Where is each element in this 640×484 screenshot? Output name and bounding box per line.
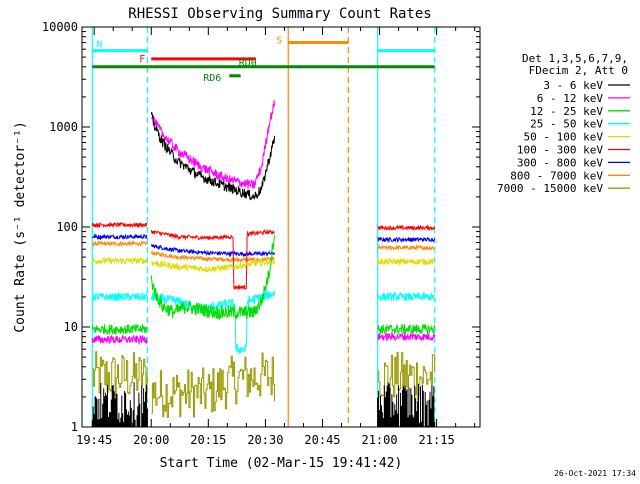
series-800-7000-kev-segment-3 [377, 243, 435, 252]
flag-label-rd6: RD6 [203, 73, 221, 84]
legend-label-12-25-kev: 12 - 25 keV [530, 105, 603, 118]
flag-bar-s: S [276, 35, 349, 46]
legend: Det 1,3,5,6,7,9,FDecim 2, Att 0 3 - 6 keV… [497, 52, 630, 195]
series-100-300-kev-segment-1 [91, 221, 148, 229]
x-axis-label: Start Time (02-Mar-15 19:41:42) [160, 456, 403, 471]
series-6-12-kev-segment-1 [91, 334, 148, 345]
series-25-50-kev [91, 290, 435, 355]
x-tick-label: 20:45 [304, 433, 340, 447]
chart-title: RHESSI Observing Summary Count Rates [128, 6, 431, 22]
legend-label-6-12-kev: 6 - 12 keV [537, 92, 604, 105]
series-12-25-kev-segment-1 [91, 323, 148, 336]
x-tick-label: 20:00 [133, 433, 169, 447]
series-7000-15000-kev-segment-2 [151, 352, 275, 418]
series-3-6-kev-segment-3 [377, 382, 436, 427]
series-3-6-kev [91, 111, 436, 427]
y-tick-label: 10 [64, 320, 78, 334]
series-3-6-kev-segment-2 [150, 111, 275, 201]
x-tick-label: 21:00 [361, 433, 397, 447]
legend-label-3-6-kev: 3 - 6 keV [543, 79, 603, 92]
legend-label-7000-15000-kev: 7000 - 15000 keV [497, 182, 603, 195]
series-7000-15000-kev-segment-3 [377, 351, 436, 401]
series-25-50-kev-segment-2 [150, 290, 275, 355]
legend-label-800-7000-kev: 800 - 7000 keV [510, 169, 603, 182]
legend-header-line: FDecim 2, Att 0 [529, 64, 628, 77]
series-6-12-kev-segment-2 [151, 100, 275, 190]
series-50-100-kev-segment-1 [91, 255, 148, 265]
series-50-100-kev-segment-2 [150, 257, 275, 274]
y-axis-label: Count Rate (s⁻¹ detector⁻¹) [13, 121, 28, 332]
flag-bar-n: N [92, 40, 435, 53]
footer-timestamp: 26-Oct-2021 17:34 [554, 469, 636, 478]
y-tick-label: 1000 [49, 120, 78, 134]
series-100-300-kev-segment-2 [150, 228, 275, 291]
legend-label-300-800-kev: 300 - 800 keV [517, 156, 603, 169]
series-300-800-kev-segment-3 [377, 236, 436, 244]
x-tick-label: 19:45 [76, 433, 112, 447]
flag-label-s: S [276, 35, 282, 46]
flag-label-rd0: RD0 [239, 58, 257, 69]
series-800-7000-kev [91, 240, 435, 264]
flag-bar-rd6: RD6 [203, 73, 241, 84]
series-50-100-kev-segment-3 [377, 257, 436, 266]
y-tick-label: 1 [71, 420, 78, 434]
flag-bar-f: F [139, 54, 256, 65]
series-100-300-kev [91, 221, 436, 291]
flag-label-f: F [139, 54, 145, 65]
series-7000-15000-kev-segment-1 [92, 351, 148, 397]
x-tick-label: 20:30 [247, 433, 283, 447]
series-6-12-kev-segment-3 [377, 331, 436, 342]
series-800-7000-kev-segment-1 [91, 240, 148, 248]
series-12-25-kev-segment-3 [377, 323, 436, 336]
y-tick-label: 10000 [42, 20, 78, 34]
flag-label-n: N [96, 40, 102, 51]
series-7000-15000-kev [92, 351, 436, 418]
legend-label-100-300-kev: 100 - 300 keV [517, 144, 603, 157]
x-tick-label: 21:15 [419, 433, 455, 447]
series-100-300-kev-segment-3 [377, 223, 436, 232]
series-12-25-kev [91, 234, 436, 336]
series-300-800-kev-segment-1 [91, 233, 148, 241]
flag-bar-rd0: RD0 [92, 58, 435, 69]
series-300-800-kev-segment-2 [150, 243, 275, 258]
y-tick-label: 100 [56, 220, 78, 234]
series-300-800-kev [91, 233, 436, 258]
series-25-50-kev-segment-3 [377, 291, 435, 302]
x-tick-label: 20:15 [190, 433, 226, 447]
series-6-12-kev [91, 100, 436, 345]
series-25-50-kev-segment-1 [91, 291, 148, 302]
series-12-25-kev-segment-2 [150, 234, 275, 321]
series-50-100-kev [91, 255, 436, 274]
legend-header-line: Det 1,3,5,6,7,9, [522, 52, 628, 65]
legend-label-25-50-kev: 25 - 50 keV [530, 118, 603, 131]
legend-label-50-100-kev: 50 - 100 keV [524, 131, 604, 144]
series-3-6-kev-segment-1 [91, 382, 148, 427]
series-800-7000-kev-segment-2 [150, 249, 275, 264]
